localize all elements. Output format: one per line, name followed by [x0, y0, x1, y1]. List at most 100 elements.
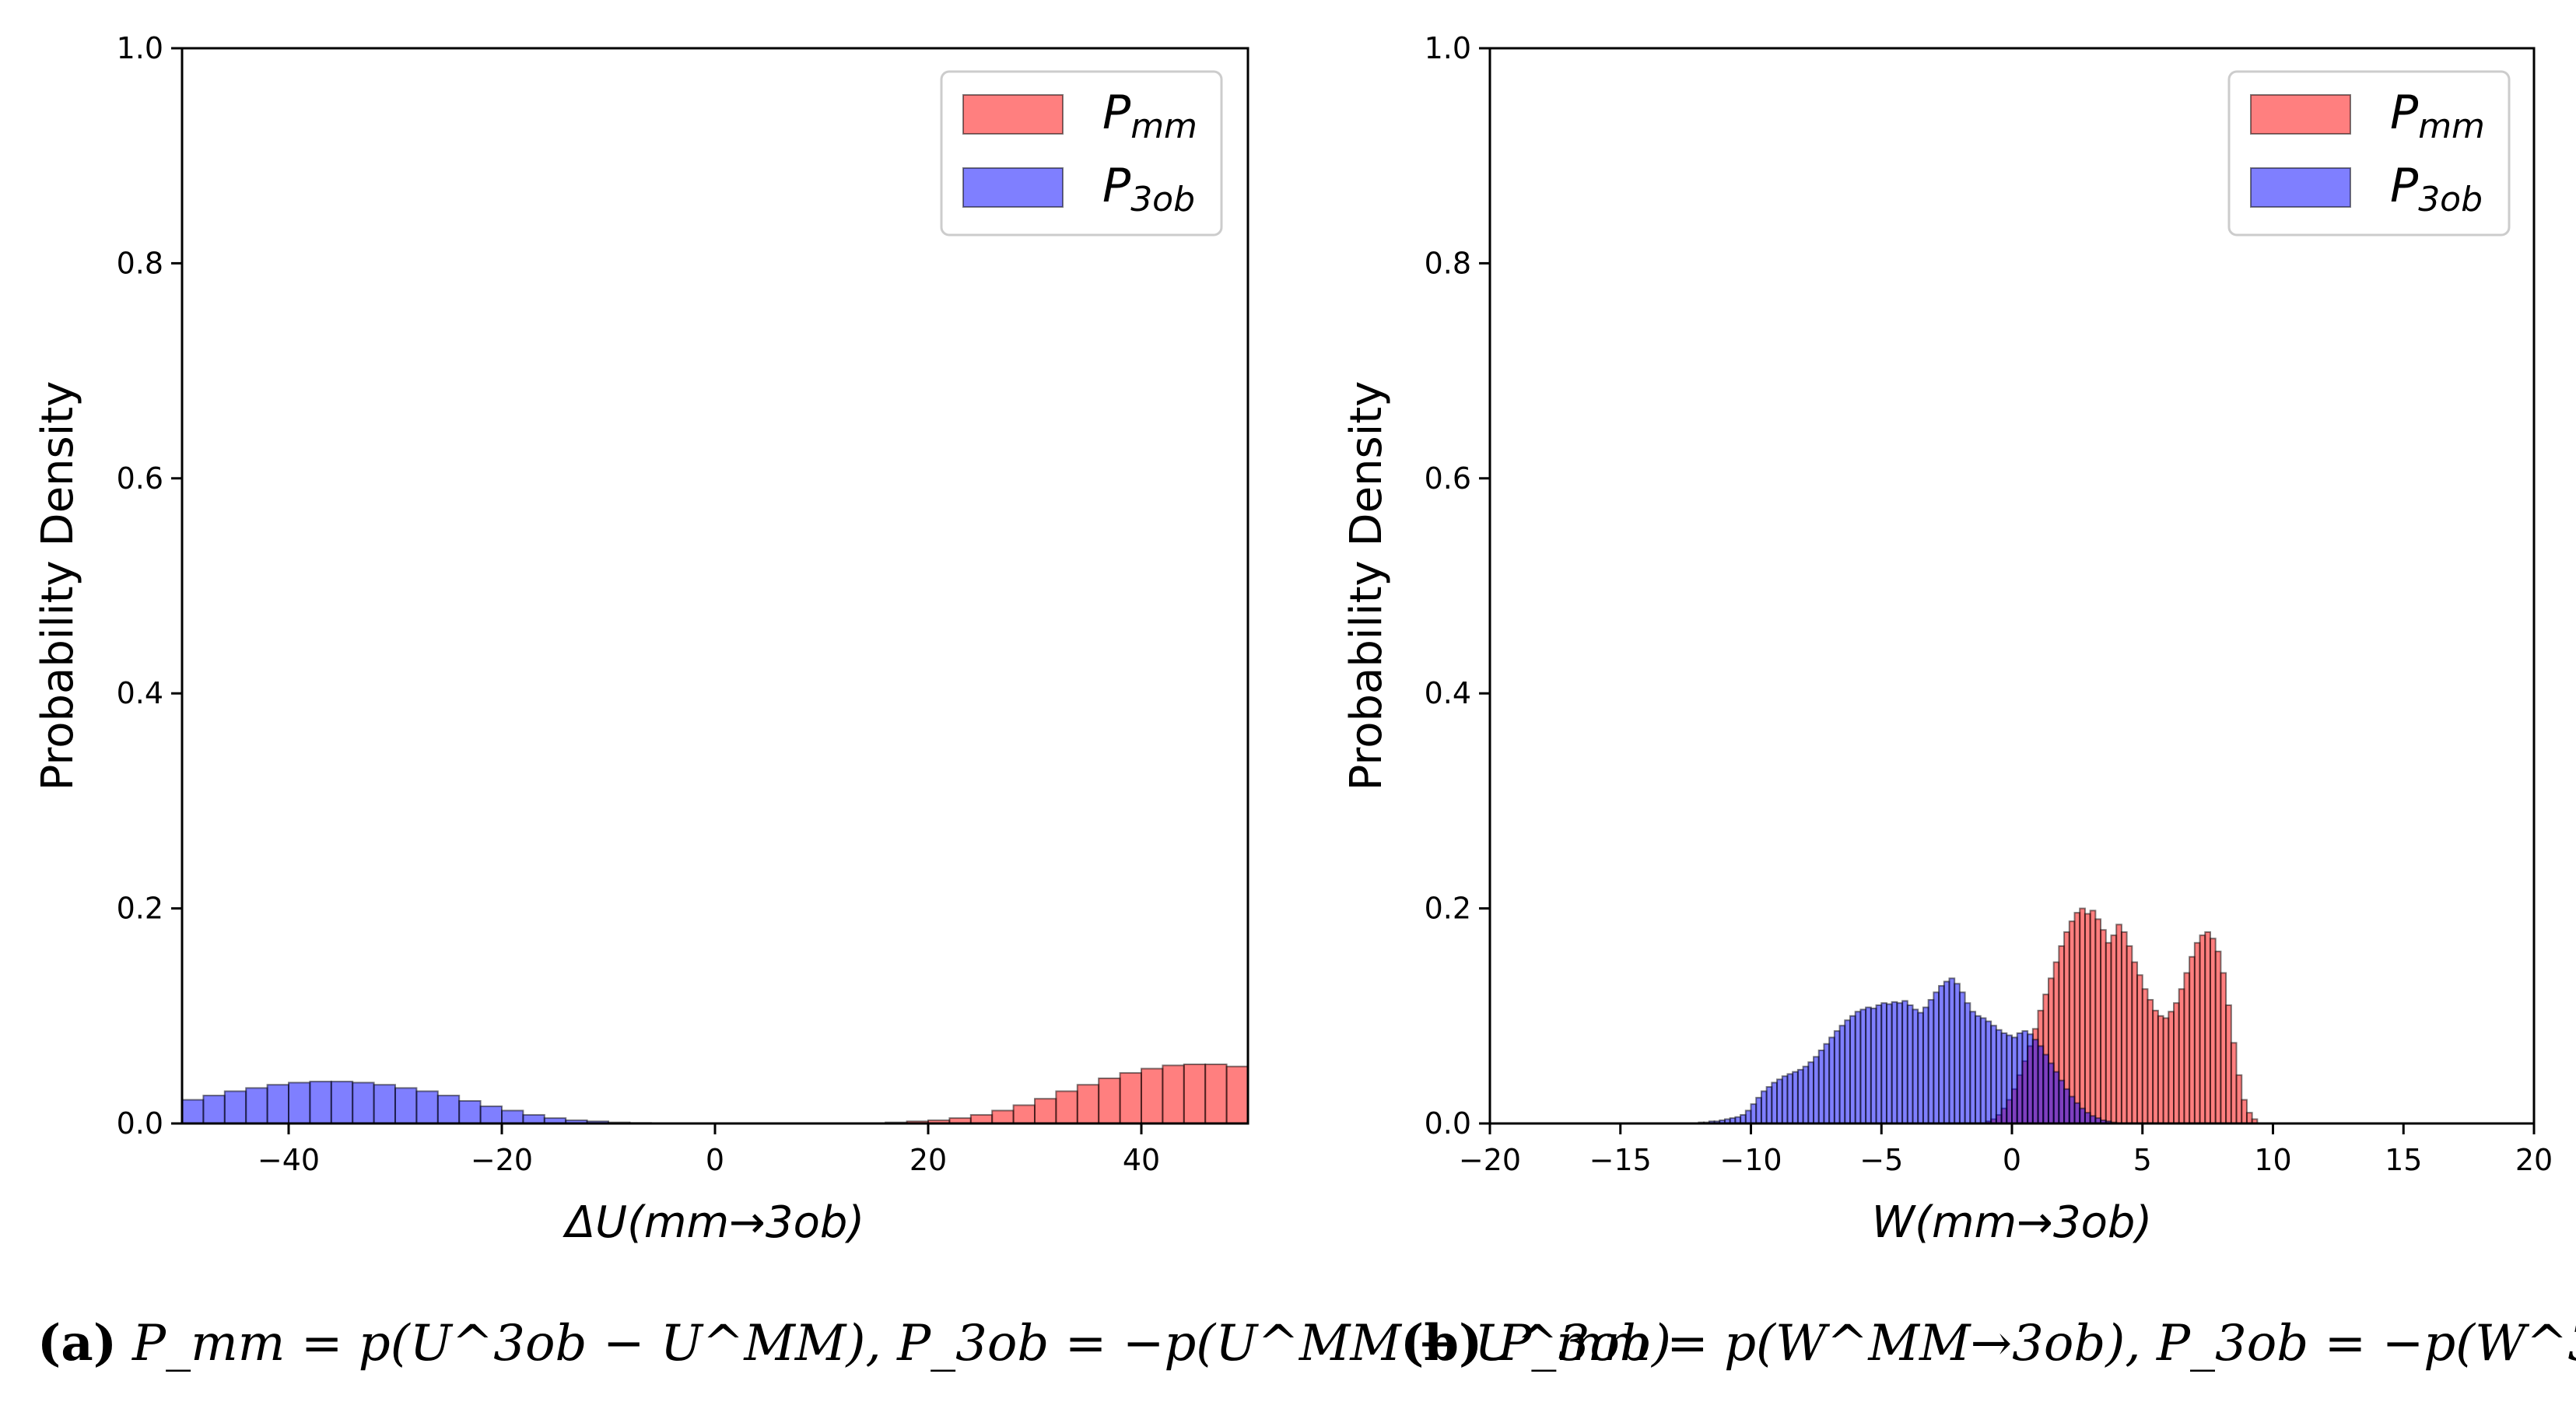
caption-text-a: P_mm = p(U^3ob − U^MM), P_3ob = −p(U^MM … — [131, 1315, 1671, 1372]
legend-label-p3ob-b: P3ob — [2390, 159, 2483, 219]
bar-a-p3ob-8 — [352, 1081, 375, 1125]
panel-a: −40 −20 0 20 40 0.0 0.2 0.4 0.6 0.8 1.0 ΔU(mm→3ob)… — [33, 31, 1671, 1372]
bar-b-p3ob-31 — [1859, 1008, 1867, 1125]
bar-a-p3ob-12 — [436, 1095, 461, 1124]
bar-b-p3ob-20 — [1802, 1065, 1810, 1125]
legend-b: Pmm P3ob — [2227, 70, 2511, 237]
bar-b-pmm-17 — [2073, 912, 2081, 1125]
bar-b-pmm-23 — [2105, 941, 2112, 1124]
bar-a-p3ob-7 — [330, 1081, 354, 1125]
bar-a-pmm-15 — [1204, 1063, 1228, 1124]
bar-b-p3ob-35 — [1880, 1002, 1887, 1124]
bar-b-p3ob-38 — [1896, 1002, 1904, 1124]
bar-b-p3ob-70 — [2063, 1088, 2070, 1124]
legend-a: Pmm P3ob — [940, 70, 1223, 237]
bars-a — [181, 1063, 1249, 1125]
y-tick-label-b-5: 1.0 — [1425, 31, 1471, 65]
x-tick-label-b-8: 20 — [2515, 1143, 2553, 1177]
bar-b-pmm-21 — [2094, 918, 2102, 1125]
bar-a-p3ob-16 — [522, 1113, 545, 1124]
bar-a-p3ob-1 — [202, 1095, 226, 1124]
bar-b-pmm-16 — [2068, 920, 2076, 1124]
bar-a-p3ob-0 — [181, 1099, 205, 1124]
x-tick-label-a-0: −40 — [258, 1143, 320, 1177]
x-tick-label-b-3: −5 — [1859, 1143, 1903, 1177]
bar-b-p3ob-73 — [2079, 1107, 2086, 1124]
bar-a-pmm-5 — [991, 1109, 1015, 1125]
bar-b-p3ob-51 — [1964, 1002, 1971, 1124]
x-tick-label-a-1: −20 — [471, 1143, 533, 1177]
bar-b-pmm-25 — [2115, 924, 2122, 1124]
bar-b-p3ob-13 — [1765, 1086, 1773, 1124]
bar-b-pmm-31 — [2147, 999, 2154, 1124]
bar-b-pmm-32 — [2152, 1009, 2159, 1125]
bar-b-pmm-27 — [2126, 945, 2133, 1124]
bar-b-pmm-46 — [2225, 1004, 2232, 1124]
bar-a-pmm-6 — [1012, 1104, 1036, 1124]
y-tick-label-a-1: 0.2 — [117, 892, 163, 926]
bar-a-p3ob-5 — [288, 1081, 311, 1125]
bar-b-p3ob-46 — [1938, 985, 1945, 1124]
bar-b-p3ob-71 — [2068, 1095, 2076, 1124]
bar-b-p3ob-56 — [1990, 1025, 1997, 1125]
bar-a-pmm-10 — [1098, 1077, 1121, 1125]
bar-a-pmm-16 — [1225, 1065, 1249, 1125]
legend-swatch-p3ob-b — [2250, 167, 2351, 208]
y-tick-label-b-1: 0.2 — [1425, 892, 1471, 926]
legend-swatch-pmm-b — [2250, 94, 2351, 135]
bar-b-p3ob-40 — [1906, 1004, 1914, 1124]
y-tick-label-a-0: 0.0 — [117, 1106, 163, 1141]
y-axis-label-b: Probability Density — [1341, 381, 1392, 791]
bar-a-p3ob-9 — [373, 1084, 397, 1125]
bar-b-p3ob-65 — [2037, 1045, 2045, 1124]
bar-a-pmm-4 — [969, 1113, 994, 1124]
bar-b-pmm-20 — [2089, 910, 2097, 1124]
bar-b-p3ob-61 — [2016, 1032, 2024, 1124]
bar-a-p3ob-15 — [501, 1109, 524, 1125]
ticks-b: −20 −15 −10 −5 0 5 10 15 20 0.0 0.2 0.4 0.6 0.8 1.0 — [1425, 31, 2553, 1177]
x-tick-label-a-2: 0 — [706, 1143, 724, 1177]
bar-a-pmm-14 — [1183, 1063, 1207, 1124]
x-tick-label-a-3: 20 — [909, 1143, 947, 1177]
ticks-a: −40 −20 0 20 40 0.0 0.2 0.4 0.6 0.8 1.0 — [117, 31, 1161, 1177]
bar-b-p3ob-74 — [2084, 1112, 2091, 1125]
bar-b-p3ob-60 — [2011, 1036, 2018, 1124]
bar-b-p3ob-41 — [1912, 1008, 1919, 1125]
bar-a-p3ob-2 — [223, 1090, 247, 1125]
bar-a-p3ob-10 — [394, 1087, 418, 1125]
panel-b: −20 −15 −10 −5 0 5 10 15 20 0.0 0.2 0.4 0.6 0.8 1.0 W(… — [1341, 31, 2576, 1372]
bar-b-p3ob-34 — [1875, 1004, 1883, 1124]
bar-b-p3ob-45 — [1933, 991, 1940, 1124]
legend-swatch-p3ob-a — [962, 167, 1064, 208]
y-tick-label-b-0: 0.0 — [1425, 1106, 1471, 1141]
bar-b-p3ob-23 — [1817, 1050, 1825, 1125]
bar-b-p3ob-47 — [1943, 980, 1950, 1125]
bar-b-pmm-41 — [2199, 934, 2206, 1125]
bar-b-pmm-36 — [2173, 1002, 2180, 1124]
x-tick-label-b-2: −10 — [1719, 1143, 1782, 1177]
y-tick-label-a-2: 0.4 — [117, 676, 163, 710]
bar-b-pmm-42 — [2204, 931, 2211, 1125]
x-tick-label-b-4: 0 — [2003, 1143, 2021, 1177]
bar-b-p3ob-58 — [2000, 1032, 2008, 1124]
bar-b-pmm-39 — [2189, 955, 2196, 1125]
x-tick-label-b-6: 10 — [2254, 1143, 2291, 1177]
bar-b-pmm-26 — [2120, 931, 2128, 1125]
bar-b-pmm-28 — [2131, 961, 2139, 1124]
bar-b-p3ob-44 — [1927, 999, 1935, 1124]
bar-b-pmm-45 — [2220, 972, 2227, 1125]
bar-b-p3ob-26 — [1833, 1030, 1841, 1124]
bar-b-pmm-18 — [2079, 907, 2086, 1124]
bar-a-pmm-9 — [1076, 1084, 1100, 1125]
bar-b-p3ob-48 — [1948, 977, 1956, 1125]
bar-a-pmm-11 — [1119, 1072, 1142, 1125]
y-tick-label-a-5: 1.0 — [117, 31, 163, 65]
bar-b-p3ob-39 — [1901, 1000, 1908, 1125]
bar-b-p3ob-29 — [1849, 1015, 1856, 1125]
x-tick-label-b-1: −15 — [1589, 1143, 1652, 1177]
x-tick-label-b-7: 15 — [2385, 1143, 2422, 1177]
bar-a-p3ob-6 — [309, 1081, 332, 1125]
bar-b-p3ob-33 — [1870, 1008, 1877, 1124]
bar-b-p3ob-43 — [1922, 1006, 1929, 1125]
